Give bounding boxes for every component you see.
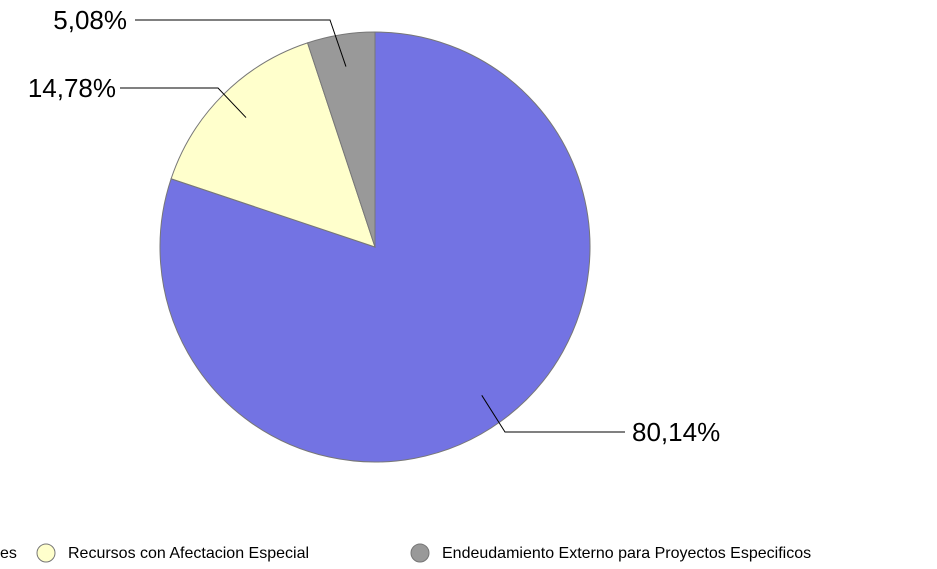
leader-line [135,19,347,67]
data-label: 14,78% [28,73,116,103]
data-label: 80,14% [632,417,720,447]
leader-line [120,87,247,118]
legend-label: Recursos con Afectacion Especial [68,545,309,562]
pie-slice [306,31,376,248]
data-label: 5,08% [53,5,127,35]
legend-marker [410,543,430,563]
legend-label: Endeudamiento Externo para Proyectos Esp… [442,545,811,562]
legend-marker [36,543,56,563]
leader-line [481,395,625,433]
legend-label: es [0,545,17,562]
